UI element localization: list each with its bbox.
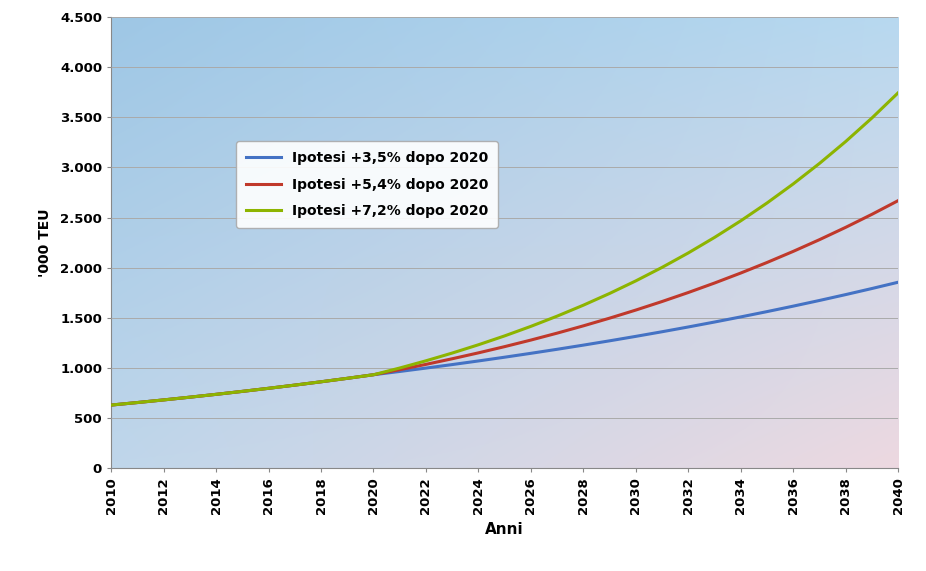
Ipotesi +7,2% dopo 2020 [499,332,510,339]
Ipotesi +7,2% dopo 2020 [840,138,851,145]
Ipotesi +7,2% dopo 2020 [210,391,221,398]
Ipotesi +7,2% dopo 2020 [657,264,668,271]
Ipotesi +5,4% dopo 2020 [368,371,379,378]
Ipotesi +5,4% dopo 2020 [657,298,668,305]
Ipotesi +3,5% dopo 2020 [893,279,904,286]
Ipotesi +5,4% dopo 2020 [316,379,327,385]
Ipotesi +7,2% dopo 2020 [682,250,694,256]
Y-axis label: '000 TEU: '000 TEU [38,208,52,277]
Ipotesi +5,4% dopo 2020 [709,280,720,287]
Ipotesi +7,2% dopo 2020 [709,234,720,241]
Ipotesi +7,2% dopo 2020 [106,401,117,408]
Ipotesi +3,5% dopo 2020 [131,399,143,406]
Legend: Ipotesi +3,5% dopo 2020, Ipotesi +5,4% dopo 2020, Ipotesi +7,2% dopo 2020: Ipotesi +3,5% dopo 2020, Ipotesi +5,4% d… [236,142,498,228]
Ipotesi +5,4% dopo 2020 [131,399,143,406]
Ipotesi +3,5% dopo 2020 [263,385,274,392]
Ipotesi +5,4% dopo 2020 [158,396,169,403]
Ipotesi +3,5% dopo 2020 [184,394,195,401]
Ipotesi +3,5% dopo 2020 [709,319,720,325]
Ipotesi +7,2% dopo 2020 [552,313,563,320]
Ipotesi +7,2% dopo 2020 [446,349,457,356]
Ipotesi +5,4% dopo 2020 [604,315,615,321]
Ipotesi +7,2% dopo 2020 [263,385,274,392]
Line: Ipotesi +5,4% dopo 2020: Ipotesi +5,4% dopo 2020 [111,200,898,405]
Ipotesi +7,2% dopo 2020 [131,399,143,406]
Ipotesi +3,5% dopo 2020 [289,381,300,388]
Ipotesi +5,4% dopo 2020 [289,381,300,388]
Ipotesi +5,4% dopo 2020 [578,323,589,329]
Ipotesi +3,5% dopo 2020 [682,324,694,331]
Ipotesi +7,2% dopo 2020 [631,278,642,284]
Ipotesi +3,5% dopo 2020 [473,357,484,364]
Ipotesi +5,4% dopo 2020 [788,248,799,255]
Ipotesi +3,5% dopo 2020 [342,375,353,382]
Ipotesi +5,4% dopo 2020 [552,329,563,336]
Ipotesi +3,5% dopo 2020 [158,396,169,403]
Ipotesi +5,4% dopo 2020 [394,366,406,373]
Ipotesi +7,2% dopo 2020 [158,396,169,403]
Ipotesi +3,5% dopo 2020 [867,285,878,292]
X-axis label: Anni: Anni [485,522,524,537]
Ipotesi +7,2% dopo 2020 [788,180,799,187]
Ipotesi +5,4% dopo 2020 [499,343,510,350]
Ipotesi +5,4% dopo 2020 [210,391,221,398]
Ipotesi +7,2% dopo 2020 [814,160,825,167]
Ipotesi +3,5% dopo 2020 [525,350,536,357]
Ipotesi +7,2% dopo 2020 [735,218,746,224]
Ipotesi +3,5% dopo 2020 [735,313,746,320]
Ipotesi +5,4% dopo 2020 [420,361,432,368]
Ipotesi +3,5% dopo 2020 [604,337,615,344]
Ipotesi +5,4% dopo 2020 [761,259,772,266]
Ipotesi +3,5% dopo 2020 [106,401,117,408]
Ipotesi +3,5% dopo 2020 [420,365,432,372]
Ipotesi +3,5% dopo 2020 [814,297,825,304]
Ipotesi +7,2% dopo 2020 [342,375,353,382]
Ipotesi +7,2% dopo 2020 [867,115,878,122]
Line: Ipotesi +7,2% dopo 2020: Ipotesi +7,2% dopo 2020 [111,93,898,405]
Ipotesi +3,5% dopo 2020 [316,379,327,385]
Ipotesi +7,2% dopo 2020 [237,388,248,395]
Ipotesi +3,5% dopo 2020 [657,328,668,335]
Ipotesi +3,5% dopo 2020 [761,308,772,315]
Ipotesi +5,4% dopo 2020 [814,236,825,243]
Ipotesi +7,2% dopo 2020 [394,364,406,371]
Ipotesi +5,4% dopo 2020 [840,224,851,231]
Ipotesi +7,2% dopo 2020 [893,89,904,96]
Ipotesi +7,2% dopo 2020 [289,381,300,388]
Ipotesi +3,5% dopo 2020 [210,391,221,398]
Ipotesi +5,4% dopo 2020 [342,375,353,382]
Ipotesi +7,2% dopo 2020 [473,341,484,348]
Ipotesi +3,5% dopo 2020 [552,346,563,353]
Ipotesi +3,5% dopo 2020 [840,291,851,298]
Ipotesi +7,2% dopo 2020 [368,371,379,378]
Ipotesi +3,5% dopo 2020 [578,341,589,348]
Ipotesi +5,4% dopo 2020 [682,289,694,296]
Ipotesi +5,4% dopo 2020 [446,355,457,362]
Ipotesi +3,5% dopo 2020 [631,333,642,340]
Ipotesi +7,2% dopo 2020 [184,394,195,401]
Ipotesi +7,2% dopo 2020 [525,323,536,330]
Ipotesi +7,2% dopo 2020 [420,357,432,364]
Ipotesi +3,5% dopo 2020 [788,303,799,309]
Ipotesi +7,2% dopo 2020 [578,301,589,308]
Ipotesi +7,2% dopo 2020 [761,199,772,206]
Ipotesi +3,5% dopo 2020 [499,354,510,361]
Ipotesi +5,4% dopo 2020 [735,270,746,276]
Ipotesi +7,2% dopo 2020 [604,290,615,297]
Ipotesi +5,4% dopo 2020 [867,211,878,218]
Ipotesi +3,5% dopo 2020 [394,368,406,375]
Ipotesi +3,5% dopo 2020 [368,371,379,378]
Line: Ipotesi +3,5% dopo 2020: Ipotesi +3,5% dopo 2020 [111,282,898,405]
Ipotesi +5,4% dopo 2020 [106,401,117,408]
Ipotesi +3,5% dopo 2020 [446,361,457,368]
Ipotesi +5,4% dopo 2020 [263,385,274,392]
Ipotesi +7,2% dopo 2020 [316,379,327,385]
Ipotesi +5,4% dopo 2020 [184,394,195,401]
Ipotesi +5,4% dopo 2020 [237,388,248,395]
Ipotesi +5,4% dopo 2020 [631,307,642,313]
Ipotesi +5,4% dopo 2020 [473,349,484,356]
Ipotesi +5,4% dopo 2020 [525,337,536,344]
Ipotesi +5,4% dopo 2020 [893,197,904,204]
Ipotesi +3,5% dopo 2020 [237,388,248,395]
